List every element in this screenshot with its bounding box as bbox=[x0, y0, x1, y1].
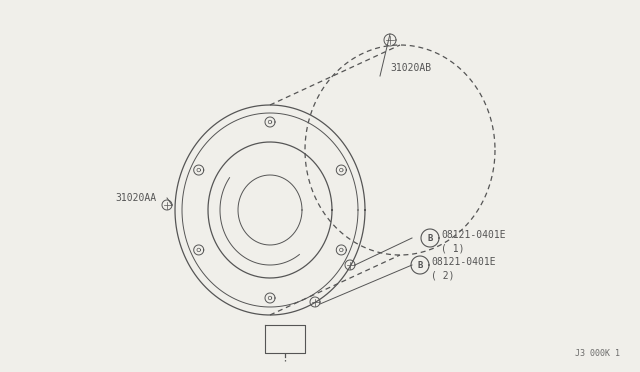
Text: B: B bbox=[417, 260, 422, 269]
Text: B: B bbox=[428, 234, 433, 243]
Text: 08121-0401E: 08121-0401E bbox=[441, 230, 506, 240]
Text: 31020AA: 31020AA bbox=[115, 193, 156, 203]
Text: 08121-0401E: 08121-0401E bbox=[431, 257, 495, 267]
Text: J3 000K 1: J3 000K 1 bbox=[575, 349, 620, 358]
Text: ( 2): ( 2) bbox=[431, 270, 454, 280]
Text: ( 1): ( 1) bbox=[441, 243, 465, 253]
Text: 31020AB: 31020AB bbox=[390, 63, 431, 73]
